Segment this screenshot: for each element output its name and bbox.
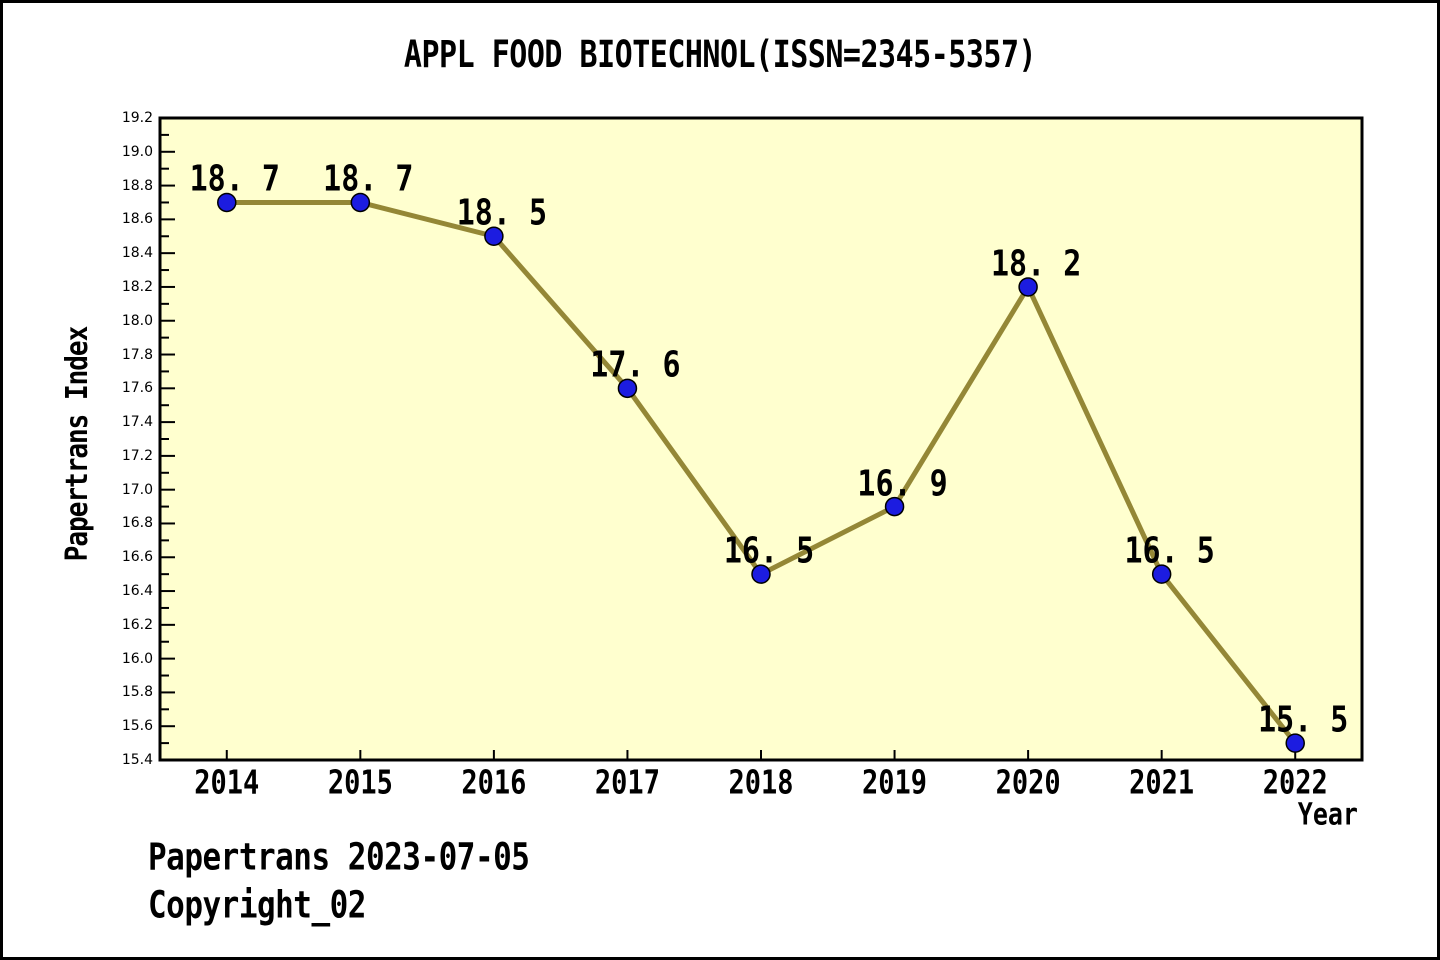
data-point-label: 16. 5 bbox=[1124, 530, 1215, 573]
y-tick-label: 18.0 bbox=[121, 312, 153, 329]
x-tick-label: 2015 bbox=[327, 764, 393, 802]
y-tick-label: 15.8 bbox=[121, 684, 153, 701]
y-tick-label: 16.0 bbox=[121, 650, 153, 667]
y-tick-label: 15.6 bbox=[121, 718, 153, 735]
y-tick-label: 17.4 bbox=[121, 414, 153, 431]
data-point-label: 18. 7 bbox=[323, 158, 414, 201]
data-point bbox=[1151, 564, 1172, 584]
data-point bbox=[350, 192, 371, 213]
data-point-label: 18. 7 bbox=[189, 158, 280, 201]
footer-copyright: Copyright_02 bbox=[148, 884, 366, 928]
y-tick-label: 18.8 bbox=[121, 177, 153, 194]
data-point-label: 18. 2 bbox=[990, 242, 1082, 285]
y-tick-label: 17.6 bbox=[121, 380, 153, 397]
data-point-label: 18. 5 bbox=[456, 192, 548, 235]
y-tick-label: 19.2 bbox=[121, 110, 153, 126]
data-point bbox=[1285, 733, 1305, 753]
y-tick-label: 15.4 bbox=[121, 752, 153, 768]
y-tick-label: 18.2 bbox=[121, 278, 153, 295]
data-point-label: 15. 5 bbox=[1258, 699, 1349, 742]
y-tick-label: 16.2 bbox=[121, 616, 153, 633]
x-axis-title: Year bbox=[1297, 797, 1358, 832]
x-tick-label: 2022 bbox=[1262, 764, 1328, 802]
x-tick-label: 2018 bbox=[728, 764, 794, 802]
data-point bbox=[484, 226, 504, 247]
footer-source-date: Papertrans 2023-07-05 bbox=[148, 836, 530, 880]
data-point bbox=[884, 496, 905, 517]
chart-title: APPL FOOD BIOTECHNOL(ISSN=2345-5357) bbox=[403, 33, 1037, 77]
x-tick-label: 2016 bbox=[461, 764, 527, 802]
y-tick-label: 17.8 bbox=[121, 346, 153, 363]
y-tick-label: 19.0 bbox=[121, 143, 153, 160]
x-tick-label: 2019 bbox=[862, 764, 928, 802]
y-axis-title: Papertrans Index bbox=[60, 326, 96, 562]
data-point bbox=[217, 192, 237, 213]
y-tick-label: 16.4 bbox=[121, 583, 153, 600]
data-point bbox=[751, 564, 771, 584]
x-tick-label: 2014 bbox=[194, 764, 260, 802]
data-point-label: 17. 6 bbox=[590, 344, 681, 387]
data-point-label: 16. 5 bbox=[723, 530, 815, 573]
y-tick-label: 16.6 bbox=[121, 549, 153, 566]
y-tick-label: 17.2 bbox=[121, 447, 153, 464]
x-tick-label: 2020 bbox=[995, 764, 1061, 802]
data-point bbox=[617, 378, 638, 399]
y-tick-label: 18.6 bbox=[121, 211, 153, 228]
data-point bbox=[1018, 277, 1038, 297]
y-tick-label: 17.0 bbox=[121, 481, 153, 498]
x-tick-label: 2017 bbox=[594, 764, 660, 802]
data-point-label: 16. 9 bbox=[857, 462, 948, 505]
plot-area bbox=[158, 116, 1364, 762]
y-tick-label: 16.8 bbox=[121, 515, 153, 532]
x-tick-label: 2021 bbox=[1129, 764, 1195, 802]
y-tick-label: 18.4 bbox=[121, 245, 153, 262]
